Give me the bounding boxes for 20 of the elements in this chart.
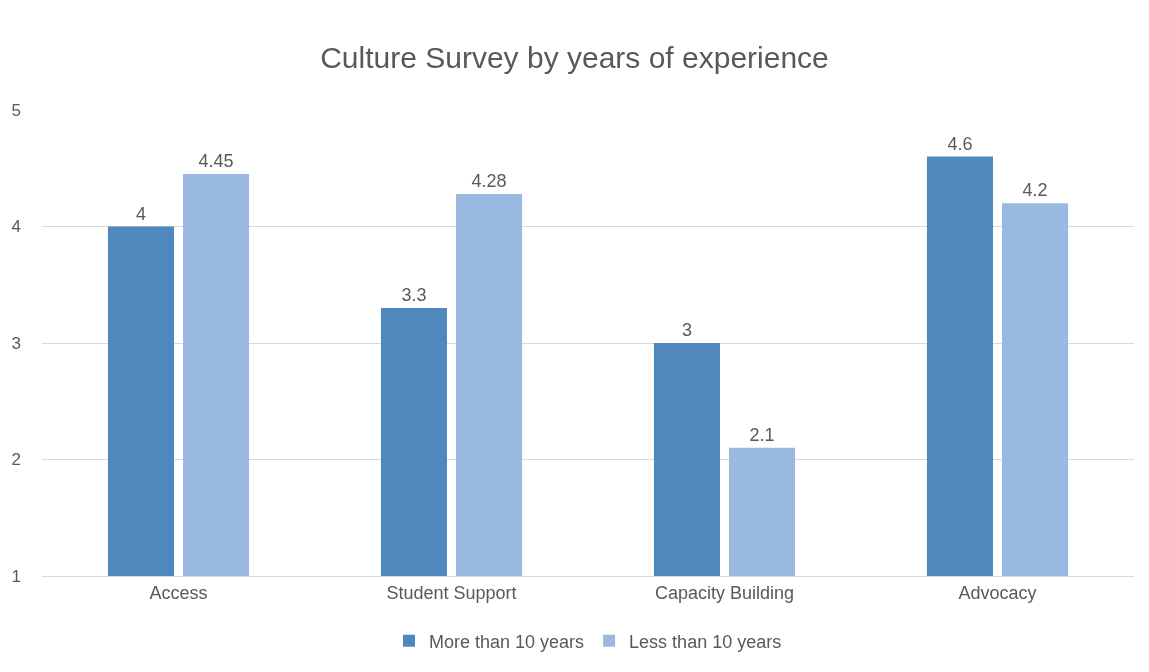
data-label: 3 xyxy=(681,320,692,340)
x-tick-label: Access xyxy=(149,582,208,603)
y-tick-label: 5 xyxy=(11,100,21,120)
data-label: 4.2 xyxy=(1022,180,1048,201)
x-tick-label: Capacity Building xyxy=(654,582,795,603)
legend-label: Less than 10 years xyxy=(629,631,782,652)
x-tick-label: Advocacy xyxy=(958,582,1037,603)
data-label: 4.45 xyxy=(198,151,234,172)
data-label: 4.6 xyxy=(947,133,973,154)
y-tick-label: 3 xyxy=(11,333,21,353)
x-tick-label: Student Support xyxy=(386,582,517,603)
data-label: 4.28 xyxy=(471,170,507,191)
legend-label: More than 10 years xyxy=(429,631,585,652)
data-label: 2.1 xyxy=(749,424,775,445)
data-label: 3.3 xyxy=(401,285,427,306)
data-label: 4 xyxy=(135,203,146,224)
y-tick-label: 2 xyxy=(11,450,21,470)
y-tick-label: 1 xyxy=(11,566,21,586)
y-tick-label: 4 xyxy=(11,217,21,237)
chart-title: Culture Survey by years of experience xyxy=(320,41,829,75)
